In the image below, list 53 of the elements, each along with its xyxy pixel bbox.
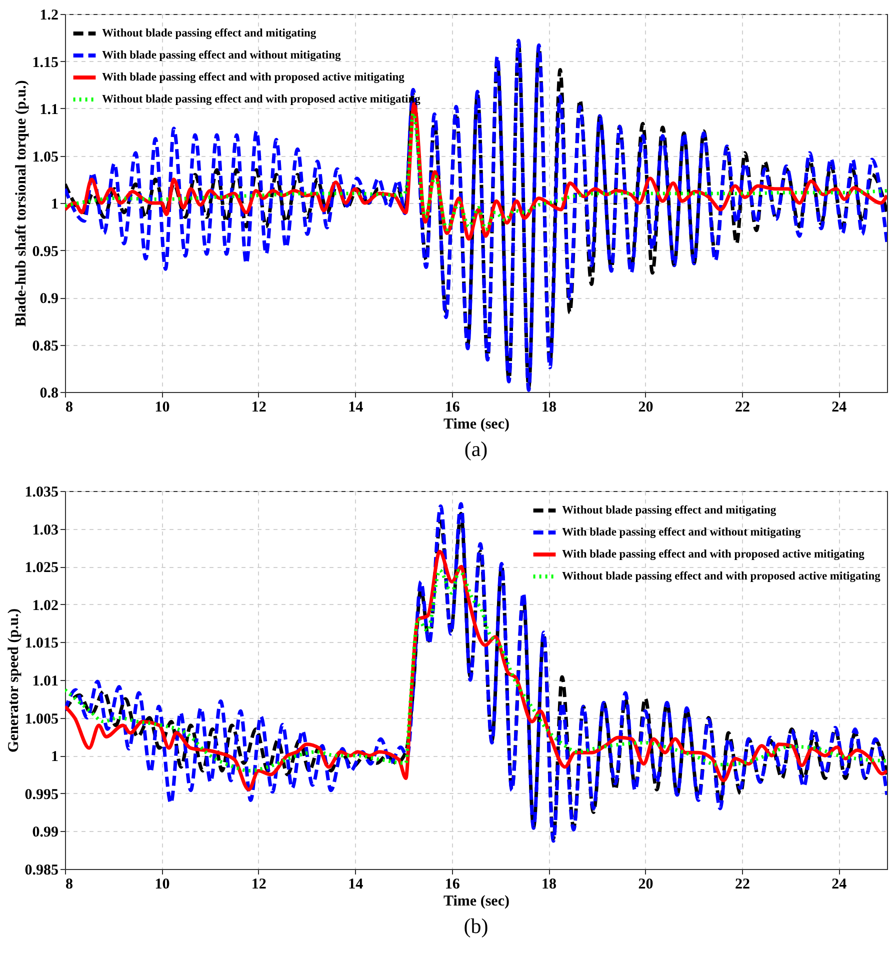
x-tick-label: 22 xyxy=(734,400,750,416)
x-tick-label: 16 xyxy=(444,876,460,892)
legend-label: Without blade passing effect and mitigating xyxy=(562,504,776,516)
text: (a) xyxy=(464,437,488,461)
x-tick-label: 14 xyxy=(348,400,364,416)
x-tick-label: 10 xyxy=(154,400,170,416)
line-series xyxy=(65,550,887,792)
y-tick-label: 1.025 xyxy=(24,560,58,576)
y-tick-label: 1.05 xyxy=(32,149,58,166)
y-tick-label: 1.01 xyxy=(32,674,58,690)
x-tick-label: 20 xyxy=(638,400,654,416)
x-tick-label: 24 xyxy=(832,876,848,892)
x-tick-label: 16 xyxy=(444,400,460,416)
x-tick-label: 8 xyxy=(66,876,73,892)
y-tick-label: 1.005 xyxy=(24,711,58,728)
x-tick-label: 18 xyxy=(542,400,557,416)
y-tick-label: 1.2 xyxy=(40,8,58,24)
y-tick-label: 0.985 xyxy=(24,862,58,878)
y-tick-label: 1 xyxy=(51,749,58,766)
legend-label: Without blade passing effect and mitigating xyxy=(102,28,316,40)
y-tick-label: 1 xyxy=(51,196,58,212)
legend-label: With blade passing effect and without mitigating xyxy=(102,50,342,62)
y-tick-label: 0.85 xyxy=(32,338,58,354)
y-tick-label: 0.995 xyxy=(24,786,58,803)
legend-label: With blade passing effect and without mitigating xyxy=(562,526,802,538)
x-tick-label: 24 xyxy=(832,400,848,416)
y-tick-label: 1.03 xyxy=(32,522,58,538)
y-tick-label: 1.035 xyxy=(24,484,58,500)
x-axis-title: Time (sec) xyxy=(444,416,510,432)
y-tick-label: 0.99 xyxy=(32,824,58,841)
x-tick-label: 8 xyxy=(66,400,73,416)
x-axis-title: Time (sec) xyxy=(444,894,510,910)
y-tick-label: 0.8 xyxy=(40,386,58,402)
y-axis-title: Generator speed (p.u.) xyxy=(6,608,22,752)
y-tick-label: 0.9 xyxy=(40,291,58,307)
y-tick-label: 1.02 xyxy=(32,598,58,614)
y-tick-label: 0.95 xyxy=(32,244,58,260)
text: (b) xyxy=(464,914,488,938)
y-axis-title: Blade-hub shaft torsional torque (p.u.) xyxy=(13,80,30,327)
y-tick-label: 1.15 xyxy=(32,54,58,71)
x-tick-label: 10 xyxy=(154,876,170,892)
legend-label: Without blade passing effect and with proposed active mitigating xyxy=(562,570,881,582)
x-tick-label: 14 xyxy=(348,876,364,892)
x-tick-label: 18 xyxy=(542,876,557,892)
x-tick-label: 12 xyxy=(251,400,266,416)
x-tick-label: 12 xyxy=(251,876,266,892)
legend-label: With blade passing effect and with proposed active mitigating xyxy=(102,72,405,84)
y-tick-label: 1.1 xyxy=(40,102,58,118)
legend-label: With blade passing effect and with proposed active mitigating xyxy=(562,548,865,560)
x-tick-label: 20 xyxy=(638,876,654,892)
y-tick-label: 1.015 xyxy=(24,636,58,652)
x-tick-label: 22 xyxy=(734,876,750,892)
line-series xyxy=(65,568,887,772)
